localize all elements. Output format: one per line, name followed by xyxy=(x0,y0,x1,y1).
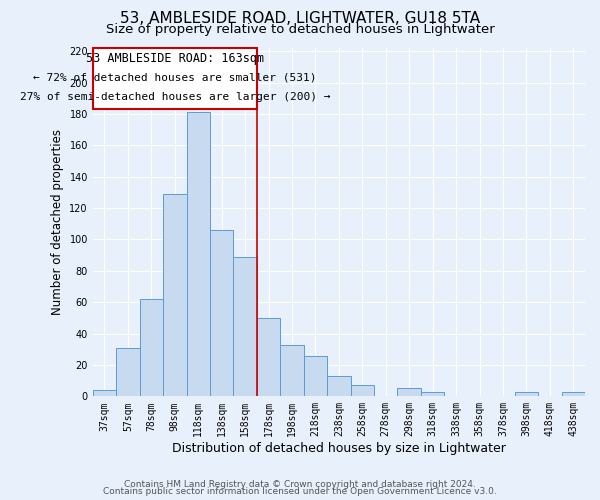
Bar xyxy=(421,392,445,396)
Bar xyxy=(116,348,140,397)
Bar xyxy=(140,299,163,396)
Bar xyxy=(350,386,374,396)
Bar xyxy=(257,318,280,396)
Bar xyxy=(93,390,116,396)
Bar xyxy=(327,376,350,396)
Y-axis label: Number of detached properties: Number of detached properties xyxy=(51,129,64,315)
Bar xyxy=(210,230,233,396)
Bar xyxy=(397,388,421,396)
Bar xyxy=(515,392,538,396)
Text: Contains HM Land Registry data © Crown copyright and database right 2024.: Contains HM Land Registry data © Crown c… xyxy=(124,480,476,489)
Text: 53, AMBLESIDE ROAD, LIGHTWATER, GU18 5TA: 53, AMBLESIDE ROAD, LIGHTWATER, GU18 5TA xyxy=(120,11,480,26)
Bar xyxy=(187,112,210,397)
Text: 27% of semi-detached houses are larger (200) →: 27% of semi-detached houses are larger (… xyxy=(20,92,330,102)
Bar xyxy=(562,392,585,396)
X-axis label: Distribution of detached houses by size in Lightwater: Distribution of detached houses by size … xyxy=(172,442,506,455)
Bar xyxy=(280,344,304,397)
Text: ← 72% of detached houses are smaller (531): ← 72% of detached houses are smaller (53… xyxy=(33,73,317,83)
Bar xyxy=(304,356,327,397)
FancyBboxPatch shape xyxy=(93,48,257,109)
Text: Contains public sector information licensed under the Open Government Licence v3: Contains public sector information licen… xyxy=(103,487,497,496)
Text: 53 AMBLESIDE ROAD: 163sqm: 53 AMBLESIDE ROAD: 163sqm xyxy=(86,52,264,65)
Bar xyxy=(163,194,187,396)
Text: Size of property relative to detached houses in Lightwater: Size of property relative to detached ho… xyxy=(106,22,494,36)
Bar xyxy=(233,256,257,396)
